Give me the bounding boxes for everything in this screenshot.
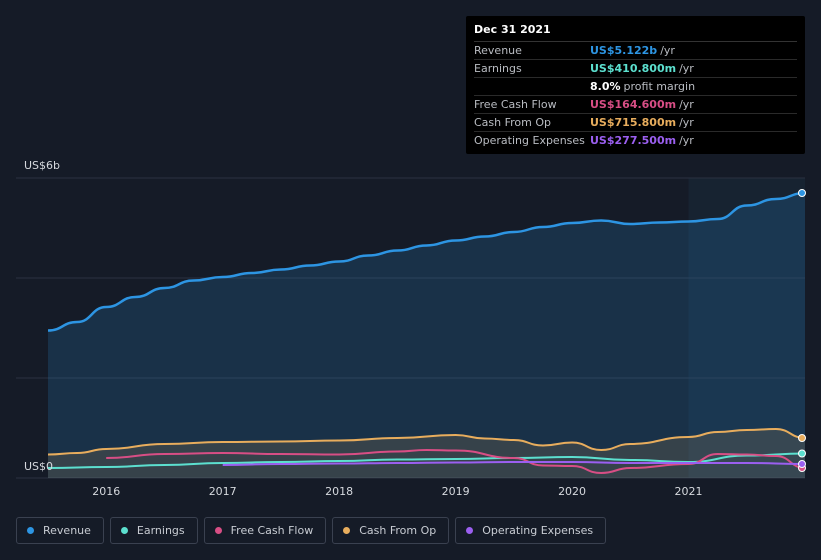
tooltip-label: Revenue: [474, 44, 522, 57]
tooltip-label: Earnings: [474, 62, 522, 75]
series-lines: [47, 191, 806, 475]
tooltip-value: US$715.800m: [590, 116, 677, 129]
tooltip-row: 8.0% profit margin: [474, 78, 797, 96]
legend-label: Revenue: [43, 524, 91, 537]
revenue-area: [48, 193, 805, 478]
tooltip-value: US$5.122b: [590, 44, 658, 57]
tooltip-value: US$164.600m: [590, 98, 677, 111]
tooltip-row: Revenue US$5.122b/yr: [474, 42, 797, 60]
x-axis-ticks: 2016 2017 2018 2019 2020 2021: [92, 485, 702, 498]
tooltip-value: US$410.800m: [590, 62, 677, 75]
tooltip-unit: /yr: [679, 62, 694, 75]
x-tick-label: 2019: [442, 485, 470, 498]
tooltip-row: Cash From Op US$715.800m/yr: [474, 114, 797, 132]
highlight-region: [688, 178, 805, 478]
legend-dot-icon: [466, 527, 474, 534]
operating-expenses-line: [222, 461, 806, 466]
legend-dot-icon: [27, 527, 34, 534]
operating-expenses-end-dot: [798, 460, 806, 468]
legend-label: Operating Expenses: [482, 524, 594, 537]
legend-item-free-cash-flow[interactable]: Free Cash Flow: [203, 517, 327, 544]
tooltip-unit: /yr: [679, 116, 694, 129]
area-fills: [48, 193, 805, 478]
legend-item-earnings[interactable]: Earnings: [109, 517, 198, 544]
cash-from-op-end-dot: [798, 434, 806, 442]
legend-dot-icon: [214, 527, 222, 534]
revenue-line: [47, 191, 806, 332]
tooltip-unit: profit margin: [623, 80, 696, 93]
legend-item-cash-from-op[interactable]: Cash From Op: [332, 517, 450, 544]
x-tick-label: 2018: [325, 485, 353, 498]
legend: Revenue Earnings Free Cash Flow Cash From O…: [16, 517, 607, 544]
x-tick-label: 2017: [209, 485, 237, 498]
tooltip-unit: /yr: [660, 44, 675, 57]
tooltip-row: Free Cash Flow US$164.600m/yr: [474, 96, 797, 114]
tooltip-label: Cash From Op: [474, 116, 552, 129]
tooltip-label: Operating Expenses: [474, 134, 585, 147]
tooltip-label: Free Cash Flow: [474, 98, 557, 111]
legend-dot-icon: [120, 527, 128, 534]
legend-item-revenue[interactable]: Revenue: [16, 517, 104, 544]
series-end-dots: [798, 189, 806, 472]
x-tick-label: 2020: [558, 485, 586, 498]
x-tick-label: 2016: [92, 485, 120, 498]
legend-label: Cash From Op: [359, 524, 437, 537]
tooltip-row: Earnings US$410.800m/yr: [474, 60, 797, 78]
legend-label: Free Cash Flow: [230, 524, 314, 537]
tooltip-value: 8.0%: [590, 80, 621, 93]
cash-from-op-line: [47, 427, 806, 456]
legend-dot-icon: [343, 527, 351, 534]
tooltip-row: Operating Expenses US$277.500m/yr: [474, 132, 797, 149]
x-tick-label: 2021: [675, 485, 703, 498]
legend-label: Earnings: [136, 524, 185, 537]
tooltip-date: Dec 31 2021: [474, 23, 797, 42]
revenue-end-dot: [798, 189, 806, 197]
y-axis-bottom-label: US$0: [24, 460, 54, 473]
gridlines: [16, 177, 805, 479]
y-axis-top-label: US$6b: [24, 159, 61, 172]
tooltip-unit: /yr: [679, 134, 694, 147]
legend-item-operating-expenses[interactable]: Operating Expenses: [455, 517, 607, 544]
tooltip-panel: Dec 31 2021 Revenue US$5.122b/yr Earnings U…: [466, 16, 805, 154]
earnings-end-dot: [798, 449, 806, 458]
tooltip-value: US$277.500m: [590, 134, 677, 147]
tooltip-unit: /yr: [679, 98, 694, 111]
